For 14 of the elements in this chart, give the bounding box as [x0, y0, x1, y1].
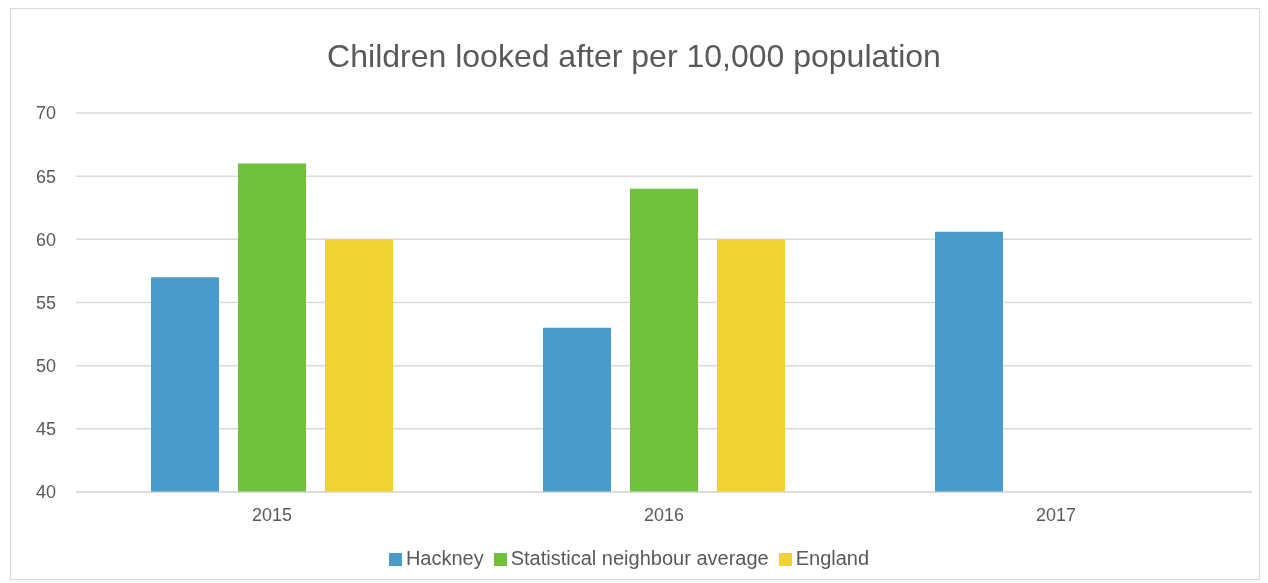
legend-label: England [795, 547, 870, 569]
x-tick-label: 2015 [251, 504, 293, 525]
y-tick-label: 50 [35, 356, 56, 377]
x-tick-label: 2016 [643, 504, 685, 525]
y-tick-label: 65 [35, 166, 56, 187]
y-tick-label: 40 [35, 482, 56, 503]
legend-label: Statistical neighbour average [510, 547, 769, 569]
y-tick-label: 55 [35, 292, 56, 313]
chart-title: Children looked after per 10,000 population [326, 38, 942, 75]
x-tick-label: 2017 [1035, 504, 1077, 525]
y-tick-label: 70 [35, 103, 56, 124]
legend-label: Hackney [405, 547, 484, 569]
y-tick-label: 45 [35, 419, 56, 440]
y-tick-label: 60 [35, 229, 56, 250]
